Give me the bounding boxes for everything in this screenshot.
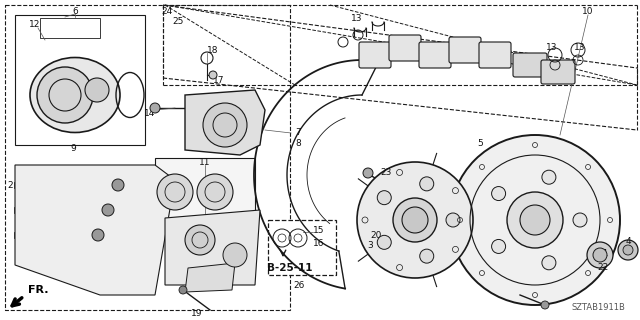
Text: SZTAB1911B: SZTAB1911B — [571, 303, 625, 312]
Circle shape — [157, 174, 193, 210]
Text: 5: 5 — [477, 139, 483, 148]
Text: 13: 13 — [574, 43, 586, 52]
Circle shape — [92, 229, 104, 241]
Text: 11: 11 — [199, 157, 211, 166]
Bar — [15, 15, 145, 145]
Circle shape — [492, 187, 506, 201]
Text: 15: 15 — [313, 226, 324, 235]
Text: 20: 20 — [370, 230, 381, 239]
FancyBboxPatch shape — [541, 60, 575, 84]
Text: FR.: FR. — [28, 285, 48, 295]
Text: 13: 13 — [351, 13, 363, 22]
Text: B-25-11: B-25-11 — [268, 263, 313, 273]
Text: 18: 18 — [207, 45, 218, 54]
Text: 25: 25 — [172, 17, 184, 26]
Circle shape — [85, 78, 109, 102]
Circle shape — [203, 103, 247, 147]
Bar — [14, 182, 22, 188]
Text: 6: 6 — [72, 6, 78, 15]
Circle shape — [363, 168, 373, 178]
Text: 8: 8 — [295, 139, 301, 148]
Polygon shape — [15, 165, 175, 295]
Circle shape — [197, 174, 233, 210]
Text: 26: 26 — [293, 281, 305, 290]
Text: 2: 2 — [8, 180, 13, 189]
Text: 19: 19 — [191, 308, 203, 317]
Text: 9: 9 — [70, 143, 76, 153]
Circle shape — [573, 213, 587, 227]
Polygon shape — [165, 210, 260, 285]
Circle shape — [420, 249, 434, 263]
Bar — [14, 232, 22, 238]
FancyBboxPatch shape — [449, 37, 481, 63]
Text: 3: 3 — [367, 241, 373, 250]
Text: 21: 21 — [597, 250, 609, 259]
Text: 12: 12 — [29, 20, 41, 28]
Circle shape — [542, 170, 556, 184]
Circle shape — [102, 204, 114, 216]
Bar — [5, 5, 290, 310]
Circle shape — [37, 67, 93, 123]
Circle shape — [393, 198, 437, 242]
Circle shape — [587, 242, 613, 268]
Polygon shape — [185, 90, 265, 155]
FancyBboxPatch shape — [389, 35, 421, 61]
Circle shape — [209, 71, 217, 79]
Circle shape — [618, 240, 638, 260]
Ellipse shape — [30, 58, 120, 132]
Text: 4: 4 — [625, 236, 631, 245]
Circle shape — [185, 225, 215, 255]
Circle shape — [179, 286, 187, 294]
Circle shape — [520, 205, 550, 235]
Bar — [14, 207, 22, 213]
Circle shape — [492, 239, 506, 253]
Circle shape — [357, 162, 473, 278]
Text: 10: 10 — [582, 6, 594, 15]
Circle shape — [377, 191, 391, 205]
Circle shape — [593, 248, 607, 262]
Bar — [155, 158, 255, 223]
Circle shape — [377, 235, 391, 249]
Circle shape — [450, 135, 620, 305]
FancyBboxPatch shape — [359, 42, 391, 68]
FancyBboxPatch shape — [419, 42, 451, 68]
Circle shape — [402, 207, 428, 233]
Circle shape — [446, 213, 460, 227]
Bar — [268, 220, 336, 275]
Circle shape — [420, 177, 434, 191]
Circle shape — [223, 243, 247, 267]
Text: 7: 7 — [295, 127, 301, 137]
Circle shape — [541, 301, 549, 309]
Bar — [185, 103, 205, 113]
Text: 14: 14 — [143, 108, 155, 117]
Circle shape — [507, 192, 563, 248]
Text: 22: 22 — [597, 263, 609, 273]
Circle shape — [150, 103, 160, 113]
Circle shape — [112, 179, 124, 191]
Circle shape — [623, 245, 633, 255]
Text: 17: 17 — [213, 76, 225, 84]
FancyBboxPatch shape — [479, 42, 511, 68]
Text: 13: 13 — [547, 43, 557, 52]
Polygon shape — [185, 263, 235, 292]
FancyBboxPatch shape — [513, 53, 547, 77]
Text: 23: 23 — [380, 167, 392, 177]
Text: 16: 16 — [313, 238, 324, 247]
Text: 24: 24 — [161, 6, 173, 15]
Bar — [40, 18, 100, 38]
Circle shape — [542, 256, 556, 270]
